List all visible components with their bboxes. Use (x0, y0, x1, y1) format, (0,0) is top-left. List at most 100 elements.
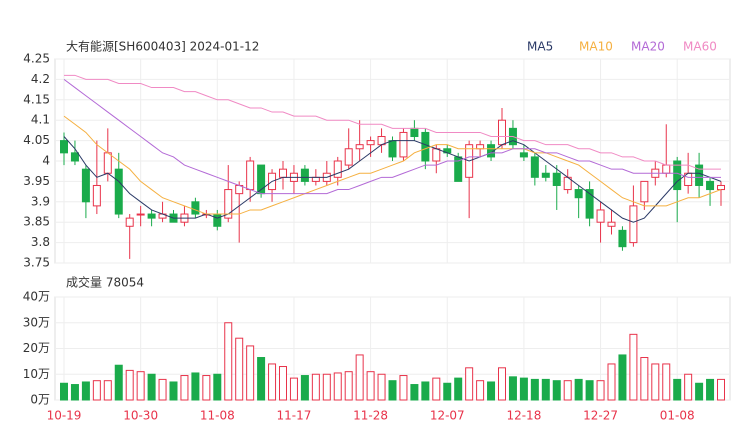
candle-body (476, 144, 485, 150)
candle-body (311, 176, 320, 182)
candle-body (366, 140, 375, 146)
candle-body (607, 221, 616, 227)
volume-bar (476, 380, 485, 401)
y-tick-label: 0万 (30, 393, 50, 407)
volume-bar (70, 384, 79, 401)
candle-body (552, 172, 561, 186)
candle-body (60, 140, 68, 154)
candle-body (717, 184, 725, 191)
legend-label: MA20 (631, 40, 665, 54)
volume-bar (574, 378, 583, 401)
volume-bar (191, 372, 200, 401)
legend-label: MA10 (579, 40, 613, 54)
x-tick-label: 11-17 (277, 409, 312, 423)
chart-title: 大有能源[SH600403] 2024-01-12 (66, 40, 259, 54)
volume-bar (388, 380, 397, 401)
volume-bar (607, 363, 616, 401)
volume-bar (695, 382, 704, 401)
volume-bar (81, 381, 90, 401)
candle-body (333, 160, 342, 178)
candle-body (125, 217, 134, 227)
candle-body (114, 168, 123, 215)
candle-body (246, 160, 255, 191)
volume-bar (300, 375, 309, 401)
candle-body (629, 205, 638, 244)
volume-bar (114, 364, 123, 401)
candle-body (147, 213, 156, 219)
volume-bar (618, 354, 627, 401)
volume-bar (563, 380, 572, 401)
y-tick-label: 4.05 (23, 133, 50, 147)
volume-bar (180, 375, 189, 401)
volume-bar (640, 357, 649, 401)
volume-bar (454, 377, 463, 401)
candle-body (103, 152, 112, 174)
candle-body (574, 189, 583, 199)
volume-bar (673, 378, 682, 401)
ma-line (63, 136, 722, 223)
x-tick-label: 12-18 (506, 409, 541, 423)
candle-body (432, 148, 441, 162)
volume-bar (377, 373, 386, 401)
candle-body (136, 213, 145, 216)
candle-body (191, 201, 200, 215)
volume-bar (366, 371, 375, 401)
volume-bar (311, 373, 320, 401)
candle-body (498, 119, 506, 146)
y-tick-label: 3.85 (23, 215, 50, 229)
volume-bar (465, 367, 474, 401)
volume-bar (322, 373, 331, 401)
y-tick-label: 3.95 (23, 174, 50, 188)
y-tick-label: 40万 (23, 290, 50, 304)
ma-line (64, 74, 721, 170)
candle-body (541, 172, 550, 178)
volume-bar (498, 367, 506, 401)
candle-body (706, 180, 715, 191)
volume-bar (651, 363, 660, 401)
candle-body (388, 140, 397, 158)
volume-bar (279, 366, 287, 401)
volume-bar (519, 377, 528, 401)
candle-body (673, 160, 682, 191)
volume-bar (103, 380, 112, 401)
y-tick-label: 20万 (23, 341, 50, 355)
volume-bar (432, 377, 441, 401)
candle-body (640, 180, 649, 203)
volume-bar (706, 378, 715, 401)
volume-bar (125, 369, 134, 401)
volume-bar (213, 373, 222, 401)
volume-bar (662, 363, 671, 401)
candle-body (213, 213, 222, 227)
candle-body (70, 152, 79, 162)
candle-body (344, 148, 353, 166)
volume-bar (552, 380, 561, 401)
volume-bar (596, 380, 605, 401)
legend-label: MA60 (683, 40, 717, 54)
candle-body (399, 131, 408, 158)
y-tick-label: 4.1 (31, 113, 50, 127)
candle-body (300, 168, 309, 182)
volume-bar (344, 371, 353, 401)
volume-bar (60, 382, 68, 401)
volume-bar (717, 378, 725, 401)
x-tick-label: 10-19 (47, 409, 82, 423)
volume-bar (333, 372, 342, 401)
x-tick-label: 11-28 (353, 409, 388, 423)
candle-body (596, 209, 605, 223)
y-tick-label: 3.9 (31, 194, 50, 208)
volume-bar (585, 380, 594, 401)
ma-line (63, 78, 721, 195)
x-tick-label: 11-08 (200, 409, 235, 423)
volume-bar (158, 378, 167, 401)
volume-bar (246, 345, 255, 401)
x-tick-label: 10-30 (123, 409, 158, 423)
x-tick-label: 12-07 (430, 409, 465, 423)
volume-bar (202, 375, 211, 401)
volume-bar (508, 376, 517, 401)
ma-line (63, 115, 722, 215)
volume-bar (487, 381, 496, 401)
volume-bar (169, 381, 178, 401)
volume-bar (421, 381, 430, 401)
y-tick-label: 30万 (23, 315, 50, 329)
